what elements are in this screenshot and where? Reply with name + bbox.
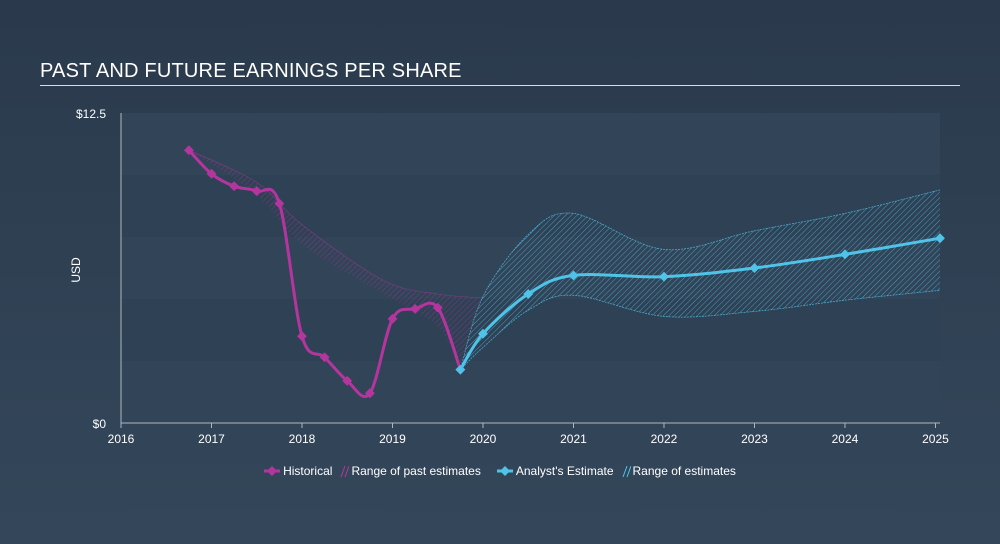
- estimate-point: [568, 270, 579, 281]
- x-tick-label: 2018: [289, 432, 316, 446]
- estimate-swatch-icon: [496, 466, 513, 476]
- x-tick-label: 2016: [108, 432, 135, 446]
- legend-future-range[interactable]: Range of estimates: [618, 464, 736, 478]
- estimate-point: [455, 364, 466, 375]
- historical-point: [319, 352, 330, 363]
- legend-past-range-label: Range of past estimates: [351, 464, 481, 478]
- past-range-hatch-icon: [340, 465, 350, 477]
- range-areas: [188, 149, 941, 370]
- historical-point: [206, 168, 217, 179]
- historical-point: [342, 375, 353, 386]
- historical-point: [297, 331, 307, 342]
- historical-point: [251, 186, 262, 197]
- historical-point: [229, 181, 240, 192]
- x-tick-label: 2022: [651, 432, 678, 446]
- x-tick-label: 2024: [832, 432, 859, 446]
- estimate-point: [478, 328, 488, 339]
- legend-past-range[interactable]: Range of past estimates: [336, 464, 481, 478]
- band: [121, 361, 940, 423]
- x-tick-label: 2019: [379, 432, 406, 446]
- legend-estimate[interactable]: Analyst's Estimate: [496, 464, 614, 478]
- past-estimates-range-area: [188, 150, 483, 370]
- future-range-lower-edge: [460, 289, 941, 370]
- x-tick-label: 2023: [741, 432, 768, 446]
- estimate-point: [523, 289, 534, 299]
- x-tick-label: 2017: [198, 432, 225, 446]
- title-divider: [40, 85, 960, 86]
- legend: Historical Range of past estimates Analy…: [0, 464, 1000, 478]
- y-axis-label: USD: [69, 257, 83, 283]
- estimate-point: [935, 233, 945, 244]
- x-tick-label: 2025: [922, 432, 949, 446]
- estimate-point: [659, 271, 669, 282]
- historical-point: [432, 302, 443, 313]
- y-tick-label-bottom: $0: [93, 417, 107, 431]
- series-markers: [183, 145, 945, 399]
- axes: 2016 2017 2018 2019 2020 2021 2022 2023 2024 2025: [108, 113, 949, 446]
- past-range-upper-edge: [188, 149, 484, 299]
- future-range-hatch-icon: [622, 465, 631, 477]
- legend-historical[interactable]: Historical: [264, 464, 332, 478]
- legend-future-range-label: Range of estimates: [632, 464, 736, 478]
- estimate-point: [840, 249, 850, 260]
- estimate-point: [749, 263, 760, 273]
- x-tick-label: 2020: [470, 432, 497, 446]
- historical-swatch-icon: [264, 466, 281, 476]
- x-tick-label: 2021: [560, 432, 587, 446]
- legend-historical-label: Historical: [283, 464, 333, 478]
- band: [121, 113, 940, 175]
- legend-estimate-label: Analyst's Estimate: [515, 464, 614, 478]
- y-tick-label-top: $12.5: [76, 107, 106, 121]
- historical-point: [387, 313, 398, 324]
- historical-point: [364, 388, 375, 399]
- future-range-upper-edge: [460, 189, 941, 370]
- future-estimates-range-area: [460, 189, 940, 370]
- historical-point: [183, 145, 194, 156]
- historical-point: [410, 303, 421, 314]
- historical-point: [274, 198, 285, 209]
- chart-title: PAST AND FUTURE EARNINGS PER SHARE: [40, 60, 462, 82]
